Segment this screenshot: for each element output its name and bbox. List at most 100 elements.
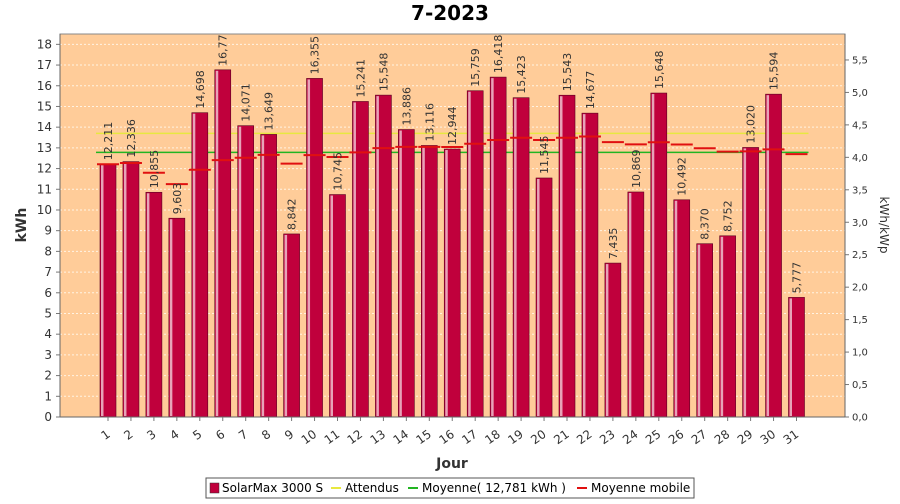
bar-highlight (537, 178, 540, 416)
x-tick-label: 18 (482, 427, 503, 447)
y2-tick-label: 5,0 (852, 88, 868, 99)
y-tick-label: 4 (44, 327, 52, 341)
y-axis-label: kWh (14, 208, 30, 243)
bar-highlight (514, 98, 517, 417)
bar-highlight (215, 70, 219, 416)
y2-tick-label: 2,5 (852, 250, 868, 261)
x-tick-label: 27 (689, 427, 710, 447)
y-tick-label: 11 (37, 182, 52, 196)
data-label: 11,545 (538, 135, 551, 174)
data-label: 15,759 (469, 48, 482, 87)
x-tick-label: 4 (167, 427, 181, 443)
y-tick-label: 14 (37, 120, 52, 134)
data-label: 7,435 (607, 228, 620, 260)
bar-highlight (376, 96, 379, 416)
data-labels: 12,211 12,336 10,855 9,603 14,698 16,77 14,071… (102, 34, 804, 293)
x-axis: 1 2 3 4 5 6 7 8 9 10 11 12 13 14 15 16 17 18 19 20 21 22 23 24 2… (60, 416, 845, 447)
data-label: 12,944 (446, 107, 459, 146)
legend: SolarMax 3000 S Attendus Moyenne( 12,781… (205, 477, 695, 499)
legend-box (205, 477, 695, 499)
y2-tick-label: 0,0 (852, 413, 868, 424)
y-tick-label: 16 (37, 79, 52, 93)
y-tick-label: 0 (44, 410, 52, 424)
bar-highlight (743, 148, 747, 416)
data-label: 9,603 (171, 183, 184, 215)
y2-axis-label: kWh/kWp (877, 197, 891, 254)
bar-highlight (766, 95, 770, 417)
x-tick-label: 9 (282, 427, 296, 443)
data-label: 13,886 (400, 87, 413, 126)
bar-highlight (399, 130, 402, 416)
x-tick-label: 28 (712, 427, 733, 447)
y2-tick-label: 0,5 (852, 380, 868, 391)
data-label: 5,777 (791, 262, 804, 294)
bar-highlight (101, 165, 104, 416)
x-tick-label: 21 (551, 427, 572, 447)
x-tick-label: 29 (735, 427, 756, 447)
y2-tick-label: 2,0 (852, 283, 868, 294)
legend-label-attendus: Attendus (345, 481, 399, 495)
x-tick-label: 19 (505, 427, 526, 447)
x-tick-label: 23 (597, 427, 618, 447)
bar-highlight (445, 150, 448, 416)
data-label: 14,698 (194, 70, 207, 109)
y2-tick-label: 1,5 (852, 315, 868, 326)
y-tick-label: 3 (44, 348, 52, 362)
y-tick-label: 1 (44, 389, 52, 403)
x-tick-label: 24 (620, 427, 641, 447)
bar-highlight (605, 264, 609, 416)
data-label: 16,77 (217, 34, 230, 66)
data-label: 10,869 (630, 149, 643, 188)
y-tick-label: 10 (37, 203, 52, 217)
y-tick-label: 18 (37, 37, 52, 51)
bar-highlight (628, 192, 632, 416)
data-label: 10,492 (676, 157, 689, 196)
data-label: 8,752 (722, 200, 735, 232)
data-label: 8,370 (699, 208, 712, 240)
y2-tick-label: 3,5 (852, 185, 868, 196)
data-label: 12,211 (102, 122, 115, 161)
data-label: 15,543 (561, 53, 574, 92)
x-tick-label: 11 (322, 427, 343, 447)
legend-swatch-solarmax (209, 482, 220, 494)
legend-label-moyenne-mobile: Moyenne mobile (591, 481, 690, 495)
data-label: 13,020 (745, 105, 758, 144)
legend-label-moyenne: Moyenne( 12,781 kWh ) (422, 481, 566, 495)
data-label: 12,336 (125, 119, 138, 158)
x-tick-label: 22 (574, 427, 595, 447)
bar-highlight (307, 79, 311, 417)
data-label: 16,355 (309, 36, 322, 75)
y-tick-label: 17 (37, 58, 52, 72)
chart-title: 7-2023 (411, 1, 489, 25)
bar-highlight (582, 114, 586, 417)
y-tick-label: 7 (44, 265, 52, 279)
bar-highlight (720, 236, 724, 416)
x-tick-label: 26 (666, 427, 687, 447)
bar-highlight (422, 146, 425, 416)
x-tick-label: 10 (299, 427, 320, 447)
bars (99, 69, 805, 418)
y2-tick-label: 3,0 (852, 218, 868, 229)
x-tick-label: 13 (368, 427, 389, 447)
x-tick-label: 14 (391, 427, 412, 447)
bar-highlight (353, 102, 356, 417)
x-tick-label: 7 (236, 427, 250, 443)
bar-highlight (560, 96, 563, 416)
x-tick-label: 25 (643, 427, 664, 447)
bar-highlight (284, 234, 288, 416)
x-tick-label: 16 (436, 427, 457, 447)
y2-axis: 0,0 0,5 1,0 1,5 2,0 2,5 3,0 3,5 4,0 4,5 5,0 5,5 (844, 34, 868, 424)
x-tick-label: 20 (528, 427, 549, 447)
x-tick-label: 12 (345, 427, 366, 447)
y-tick-label: 6 (44, 286, 52, 300)
y-tick-label: 13 (37, 141, 52, 155)
bar-highlight (123, 162, 127, 416)
bar-highlight (674, 200, 678, 416)
y2-tick-label: 4,0 (852, 153, 868, 164)
x-tick-label: 31 (781, 427, 802, 447)
data-label: 15,423 (515, 55, 528, 94)
x-tick-label: 8 (259, 427, 273, 443)
y-tick-label: 2 (44, 369, 52, 383)
y-tick-label: 9 (44, 224, 52, 238)
